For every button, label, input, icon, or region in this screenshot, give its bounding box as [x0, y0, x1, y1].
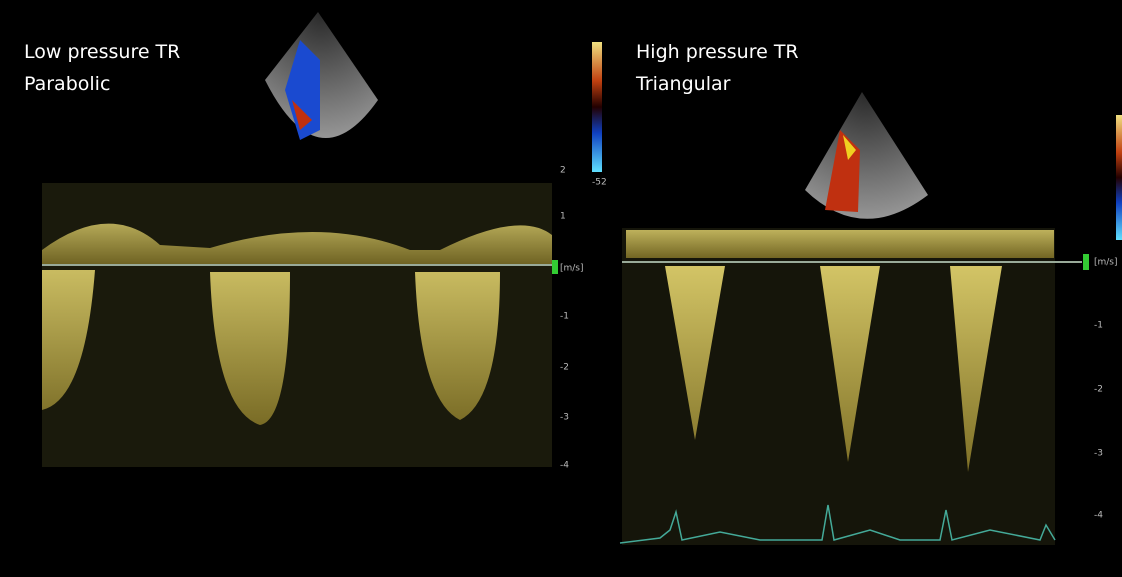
scale-label: -1 [560, 312, 569, 322]
forward-flow [42, 223, 552, 265]
left-panel: Low pressure TR Parabolic -52 2 1 [m/s] -1 -… [24, 12, 607, 471]
scale-label: 2 [560, 166, 566, 176]
color-doppler [843, 135, 856, 160]
color-bar [1116, 115, 1122, 240]
right-panel: High pressure TR Triangular [m/s] -1 -2 -3 -… [619, 41, 1122, 545]
color-doppler [285, 40, 320, 140]
panel-title: Low pressure TR [24, 41, 180, 63]
color-bar-label: -52 [592, 178, 607, 188]
panel-title: High pressure TR [636, 41, 799, 63]
scale-label: -4 [560, 461, 569, 471]
baseline-marker [552, 260, 558, 274]
color-bar [592, 42, 602, 172]
scale-label: [m/s] [1094, 258, 1118, 268]
scale-label: -3 [560, 413, 569, 423]
scale-label: 1 [560, 212, 566, 222]
scale-label: -4 [1094, 511, 1103, 521]
scale-label: -3 [1094, 449, 1103, 459]
scale-label: -1 [1094, 321, 1103, 331]
tr-jet [665, 266, 1002, 472]
tr-jet [42, 270, 500, 425]
baseline-marker [1083, 254, 1089, 270]
panel-subtitle: Triangular [635, 73, 731, 95]
color-doppler [292, 100, 312, 130]
scale-label: -2 [560, 363, 569, 373]
ecg-trace [619, 504, 1056, 544]
scale-label: [m/s] [560, 264, 584, 274]
scale-label: -2 [1094, 385, 1103, 395]
forward-flow [626, 230, 1054, 258]
panel-subtitle: Parabolic [24, 73, 110, 95]
